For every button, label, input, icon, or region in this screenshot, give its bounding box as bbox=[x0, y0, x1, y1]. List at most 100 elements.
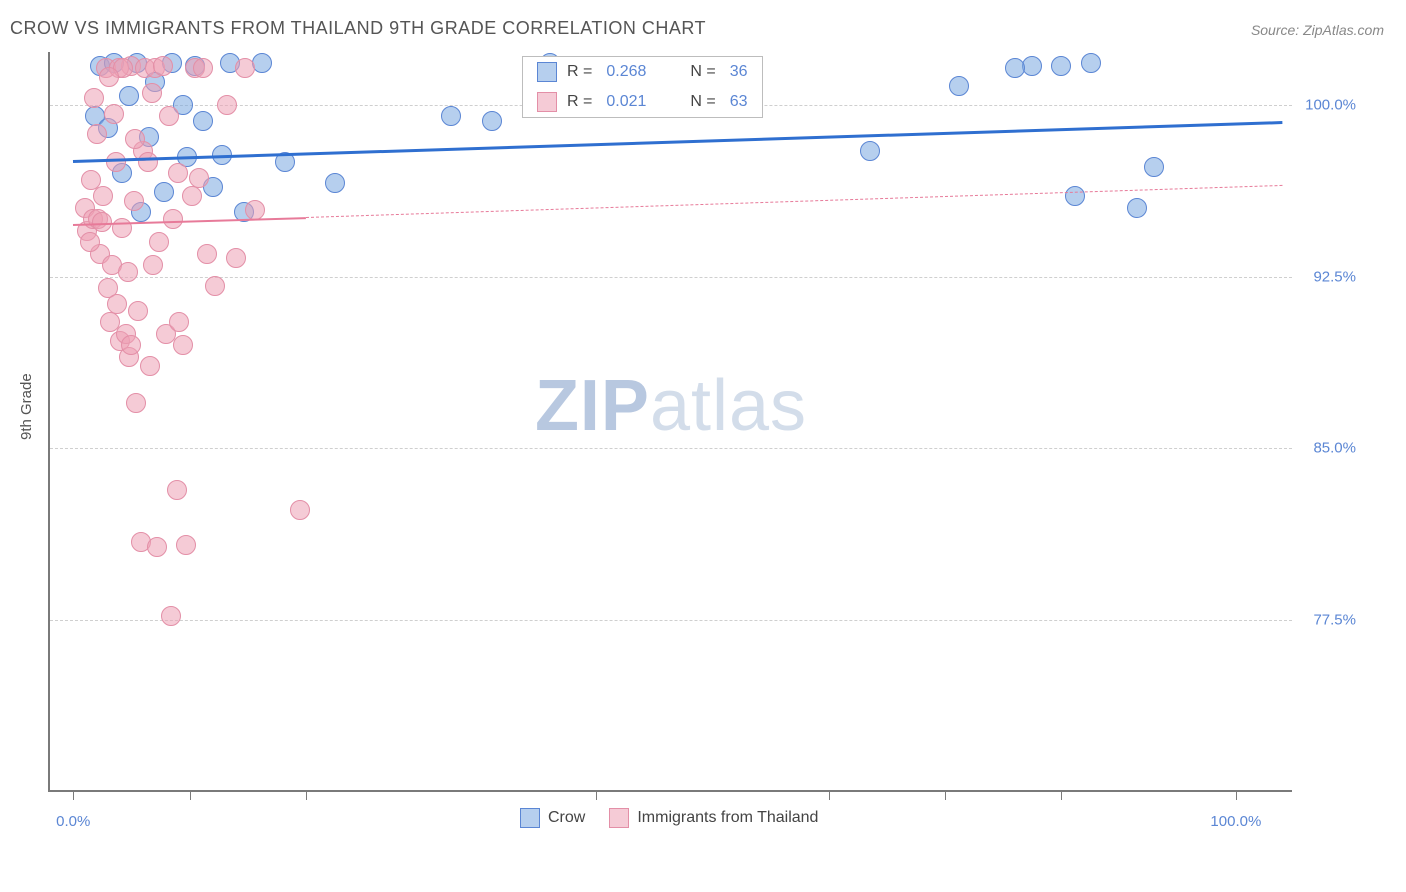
gridline bbox=[50, 620, 1292, 621]
chart-container: CROW VS IMMIGRANTS FROM THAILAND 9TH GRA… bbox=[0, 0, 1406, 892]
x-tick bbox=[1236, 790, 1237, 800]
data-point bbox=[149, 232, 169, 252]
data-point bbox=[138, 152, 158, 172]
data-point bbox=[226, 248, 246, 268]
legend-r-label: R = bbox=[567, 93, 592, 111]
legend-row: R = 0.268 N = 36 bbox=[523, 57, 762, 87]
data-point bbox=[140, 356, 160, 376]
data-point bbox=[173, 335, 193, 355]
data-point bbox=[153, 56, 173, 76]
legend-swatch bbox=[537, 92, 557, 112]
legend-label: Crow bbox=[548, 809, 585, 826]
data-point bbox=[205, 276, 225, 296]
gridline bbox=[50, 448, 1292, 449]
x-tick-label: 0.0% bbox=[56, 813, 90, 830]
legend-n-value: 63 bbox=[730, 93, 748, 111]
data-point bbox=[92, 212, 112, 232]
data-point bbox=[128, 301, 148, 321]
data-point bbox=[80, 232, 100, 252]
x-tick bbox=[306, 790, 307, 800]
data-point bbox=[1127, 198, 1147, 218]
data-point bbox=[99, 67, 119, 87]
data-point bbox=[121, 335, 141, 355]
data-point bbox=[126, 393, 146, 413]
data-point bbox=[197, 244, 217, 264]
data-point bbox=[163, 209, 183, 229]
data-point bbox=[1065, 186, 1085, 206]
plot-area: ZIPatlas 100.0%92.5%85.0%77.5%0.0%100.0% bbox=[48, 52, 1292, 792]
legend-r-value: 0.021 bbox=[606, 93, 646, 111]
y-tick-label: 100.0% bbox=[1305, 96, 1356, 113]
legend-n-value: 36 bbox=[730, 63, 748, 81]
data-point bbox=[182, 186, 202, 206]
data-point bbox=[217, 95, 237, 115]
data-point bbox=[93, 186, 113, 206]
legend-swatch bbox=[520, 808, 540, 828]
data-point bbox=[1144, 157, 1164, 177]
chart-title: CROW VS IMMIGRANTS FROM THAILAND 9TH GRA… bbox=[10, 18, 706, 39]
legend-row: R = 0.021 N = 63 bbox=[523, 87, 762, 117]
series-legend: Crow Immigrants from Thailand bbox=[520, 808, 818, 828]
data-point bbox=[1081, 53, 1101, 73]
data-point bbox=[84, 88, 104, 108]
y-axis-label: 9th Grade bbox=[18, 373, 35, 440]
data-point bbox=[482, 111, 502, 131]
watermark-part2: atlas bbox=[650, 366, 807, 446]
data-point bbox=[154, 182, 174, 202]
data-point bbox=[193, 58, 213, 78]
legend-label: Immigrants from Thailand bbox=[637, 809, 818, 826]
x-tick bbox=[829, 790, 830, 800]
legend-swatch bbox=[537, 62, 557, 82]
data-point bbox=[167, 480, 187, 500]
x-tick bbox=[190, 790, 191, 800]
x-tick bbox=[73, 790, 74, 800]
legend-swatch bbox=[609, 808, 629, 828]
data-point bbox=[1005, 58, 1025, 78]
x-tick bbox=[945, 790, 946, 800]
data-point bbox=[124, 191, 144, 211]
data-point bbox=[168, 163, 188, 183]
data-point bbox=[119, 86, 139, 106]
data-point bbox=[290, 500, 310, 520]
data-point bbox=[143, 255, 163, 275]
watermark: ZIPatlas bbox=[535, 365, 807, 447]
data-point bbox=[245, 200, 265, 220]
x-tick bbox=[596, 790, 597, 800]
data-point bbox=[159, 106, 179, 126]
source-credit: Source: ZipAtlas.com bbox=[1251, 22, 1384, 38]
data-point bbox=[118, 262, 138, 282]
data-point bbox=[189, 168, 209, 188]
data-point bbox=[441, 106, 461, 126]
legend-r-label: R = bbox=[567, 63, 592, 81]
gridline bbox=[50, 277, 1292, 278]
data-point bbox=[125, 129, 145, 149]
legend-item: Crow bbox=[520, 808, 585, 828]
data-point bbox=[949, 76, 969, 96]
data-point bbox=[169, 312, 189, 332]
data-point bbox=[325, 173, 345, 193]
data-point bbox=[147, 537, 167, 557]
y-tick-label: 77.5% bbox=[1313, 612, 1356, 629]
data-point bbox=[235, 58, 255, 78]
data-point bbox=[161, 606, 181, 626]
legend-item: Immigrants from Thailand bbox=[609, 808, 818, 828]
data-point bbox=[1022, 56, 1042, 76]
x-tick bbox=[1061, 790, 1062, 800]
data-point bbox=[106, 152, 126, 172]
trend-line bbox=[73, 121, 1282, 163]
data-point bbox=[142, 83, 162, 103]
data-point bbox=[107, 294, 127, 314]
legend-n-label: N = bbox=[690, 93, 715, 111]
data-point bbox=[176, 535, 196, 555]
legend-r-value: 0.268 bbox=[606, 63, 646, 81]
data-point bbox=[193, 111, 213, 131]
watermark-part1: ZIP bbox=[535, 366, 650, 446]
y-tick-label: 85.0% bbox=[1313, 440, 1356, 457]
legend-n-label: N = bbox=[690, 63, 715, 81]
x-tick-label: 100.0% bbox=[1210, 813, 1261, 830]
y-tick-label: 92.5% bbox=[1313, 268, 1356, 285]
correlation-legend: R = 0.268 N = 36 R = 0.021 N = 63 bbox=[522, 56, 763, 118]
data-point bbox=[1051, 56, 1071, 76]
data-point bbox=[860, 141, 880, 161]
data-point bbox=[87, 124, 107, 144]
